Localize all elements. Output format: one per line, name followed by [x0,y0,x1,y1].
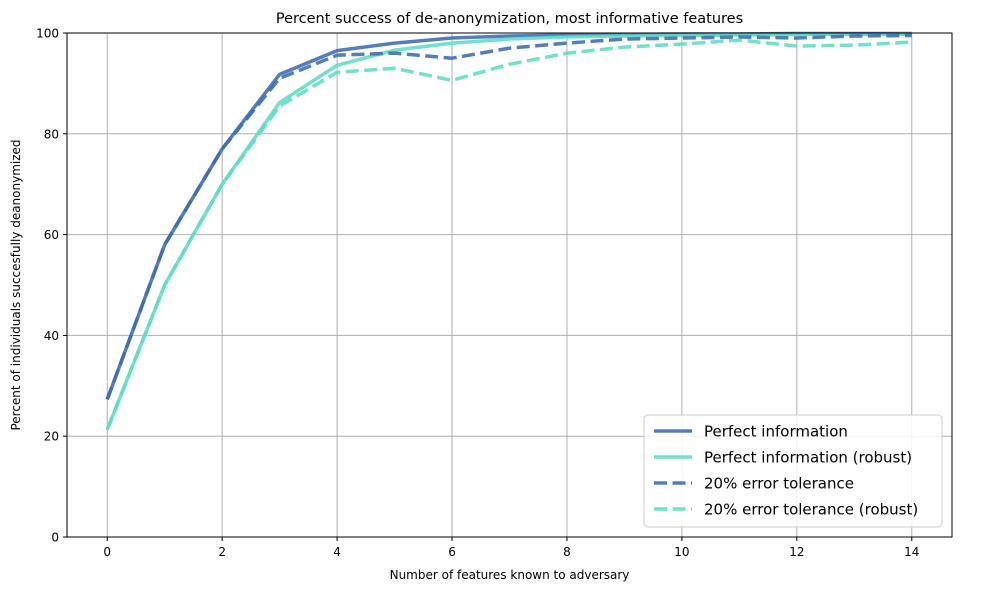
x-tick-label: 2 [218,545,226,559]
series-line-4 [105,38,912,431]
plot-frame [66,32,953,538]
chart-title: Percent success of de-anonymization, mos… [276,11,743,27]
x-tick-label: 12 [789,545,804,559]
y-tick-label: 80 [44,127,59,141]
y-axis-label: Percent of individuals succesfully deano… [9,139,23,430]
y-tick-label: 0 [51,531,59,545]
y-tick-label: 100 [36,27,59,41]
legend-box [643,414,943,528]
axis-ticks: 0 2 4 6 8 10 12 14 0 20 40 60 80 100 [36,27,919,560]
legend-label: 20% error tolerance [704,475,854,493]
legend-label: Perfect information (robust) [704,449,912,467]
x-axis-label: Number of features known to adversary [390,568,630,582]
y-tick-label: 40 [44,329,59,343]
x-tick-label: 0 [103,545,111,559]
legend: Perfect information Perfect information (… [643,414,943,528]
x-tick-label: 8 [563,545,571,559]
x-tick-label: 6 [448,545,456,559]
y-tick-label: 60 [44,228,59,242]
x-tick-label: 4 [333,545,341,559]
x-tick-label: 10 [674,545,689,559]
x-tick-label: 14 [904,545,919,559]
y-tick-label: 20 [44,430,59,444]
legend-label: Perfect information [704,423,848,441]
series-layer [105,31,912,431]
series-line-3 [105,33,912,401]
legend-label: 20% error tolerance (robust) [704,501,918,519]
